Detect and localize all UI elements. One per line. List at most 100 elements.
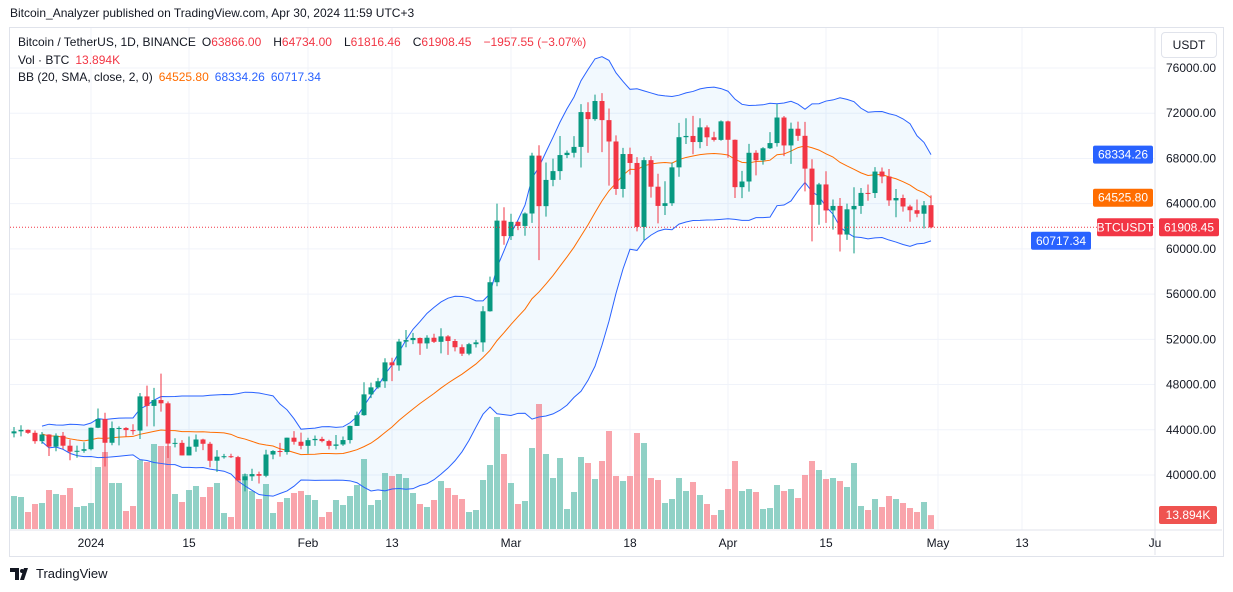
candle (795, 121, 801, 141)
volume-bar (60, 495, 66, 529)
candle (872, 167, 878, 199)
candle (914, 199, 920, 218)
candle-body (795, 128, 801, 136)
candle-body (851, 205, 857, 210)
candle (893, 188, 899, 218)
candle-body (354, 415, 360, 426)
candle-body (725, 121, 731, 140)
candle (844, 203, 850, 240)
candle (95, 408, 101, 429)
volume-bar (648, 478, 654, 529)
candle-body (312, 438, 318, 441)
candle-body (25, 429, 31, 433)
volume-bar (81, 506, 87, 529)
chart-frame[interactable] (9, 27, 1224, 557)
x-tick-label: 13 (1015, 536, 1029, 550)
candle (11, 427, 17, 438)
volume-bar (18, 497, 24, 529)
candle-body (515, 221, 521, 226)
candle (613, 135, 619, 195)
candle-body (599, 101, 605, 121)
currency-button[interactable]: USDT (1161, 32, 1217, 58)
volume-bar (46, 490, 52, 529)
candle-body (823, 184, 829, 211)
candle-body (480, 311, 486, 343)
candle (326, 439, 332, 450)
candle-body (193, 439, 199, 447)
candle-body (32, 432, 38, 442)
candle-body (627, 154, 633, 163)
bb-basis-line (41, 145, 932, 456)
x-tick-label: May (927, 536, 950, 550)
candle-body (760, 148, 766, 161)
candle-body (340, 440, 346, 445)
volume-bar (130, 506, 136, 529)
symbol-name[interactable]: Bitcoin / TetherUS, 1D, BINANCE (18, 35, 196, 49)
candle (501, 207, 507, 245)
candle-body (186, 446, 192, 456)
candle-body (11, 431, 17, 434)
published-caption: Bitcoin_Analyzer published on TradingVie… (10, 6, 415, 20)
candle-body (452, 341, 458, 348)
volume-bar (837, 481, 843, 529)
volume-bar (305, 495, 311, 529)
volume-bar (781, 491, 787, 529)
candle-body (921, 205, 927, 214)
candle (802, 121, 808, 192)
x-tick-label: 2024 (78, 536, 105, 550)
candle-body (74, 450, 80, 452)
candle (375, 377, 381, 389)
candle (263, 449, 269, 478)
candle (767, 132, 773, 149)
candle (865, 184, 871, 201)
volume-bar (879, 507, 885, 529)
candle (466, 342, 472, 356)
tradingview-logo[interactable]: TradingView (10, 566, 108, 581)
volume-bar (109, 483, 115, 529)
candle (739, 170, 745, 199)
candle-body (375, 381, 381, 388)
high-label: H (273, 35, 282, 49)
bb-lower-tag-bg (1031, 231, 1091, 250)
candle (81, 442, 87, 453)
candle (207, 441, 213, 468)
volume-bar (158, 446, 164, 529)
candle-body (676, 137, 682, 168)
volume-bar (683, 491, 689, 529)
y-tick-label: 44000.00 (1166, 423, 1216, 437)
candle (480, 306, 486, 352)
volume-tag-bg (1159, 506, 1217, 524)
candle-body (690, 135, 696, 143)
candle-body (235, 457, 241, 481)
candle-body (109, 428, 115, 443)
candle (655, 173, 661, 224)
volume-bar (487, 465, 493, 529)
candle (389, 357, 395, 382)
volume-bar (494, 417, 500, 529)
volume-label[interactable]: Vol · BTC (18, 53, 70, 67)
candle (690, 115, 696, 155)
volume-bar (641, 443, 647, 529)
candle (319, 436, 325, 443)
volume-bar (788, 489, 794, 529)
volume-bar (893, 499, 899, 529)
candle (522, 212, 528, 236)
y-tick-label: 76000.00 (1166, 61, 1216, 75)
volume-bar (123, 511, 129, 529)
candle-body (487, 282, 493, 312)
volume-bar (438, 481, 444, 529)
symbol-tag: BTCUSDT (1097, 218, 1154, 237)
volume-bar (242, 474, 248, 529)
candle-body (158, 400, 164, 404)
candle (907, 204, 913, 222)
bb-label[interactable]: BB (20, SMA, close, 2, 0) (18, 70, 153, 84)
volume-bar (697, 495, 703, 529)
candle (438, 328, 444, 354)
volume-bar (88, 503, 94, 529)
candle-body (368, 387, 374, 395)
candle-body (228, 456, 234, 458)
candle (900, 194, 906, 212)
volume-bar (116, 483, 122, 529)
y-tick-label: 72000.00 (1166, 106, 1216, 120)
